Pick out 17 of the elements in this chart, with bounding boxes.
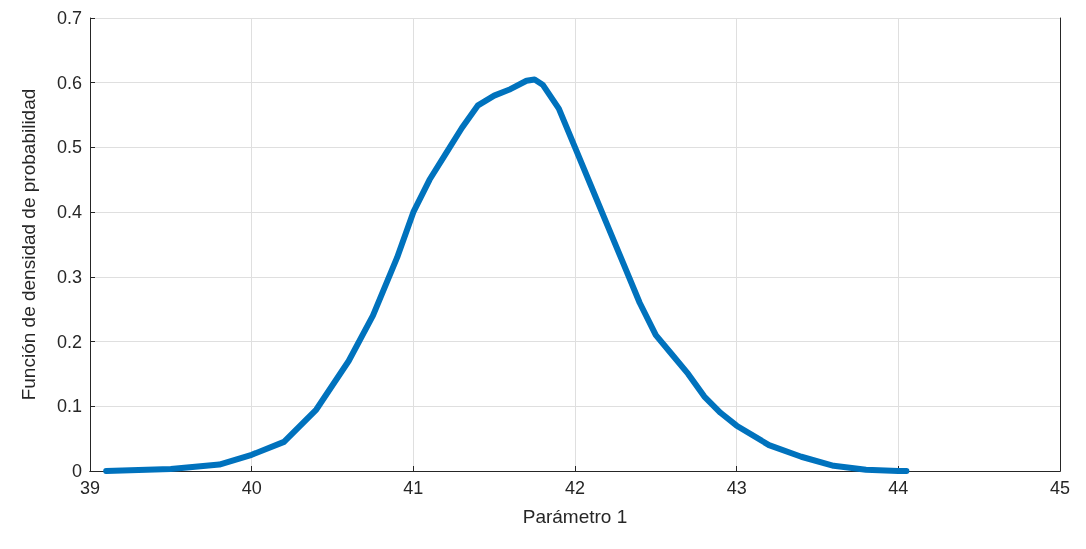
y-tick-label: 0.6 (56, 72, 82, 93)
x-tick-label: 40 (241, 478, 262, 498)
y-tick-label: 0.5 (56, 137, 82, 158)
y-tick-label: 0.2 (56, 331, 82, 352)
x-tick-label: 39 (79, 478, 101, 498)
x-tick-label: 43 (726, 478, 747, 498)
y-tick-label: 0 (71, 461, 82, 481)
x-tick-label: 44 (888, 478, 909, 498)
y-axis-title: Función de densidad de probabilidad (18, 88, 39, 401)
y-tick-label: 0.1 (56, 396, 82, 417)
x-tick-label: 41 (403, 478, 424, 498)
y-tick-label: 0.4 (56, 202, 82, 223)
x-tick-label: 42 (564, 478, 586, 498)
y-tick-label: 0.3 (56, 266, 82, 287)
x-axis-title: Parámetro 1 (522, 506, 628, 527)
x-tick-label: 45 (1049, 478, 1071, 498)
y-tick-label: 0.7 (56, 8, 82, 28)
